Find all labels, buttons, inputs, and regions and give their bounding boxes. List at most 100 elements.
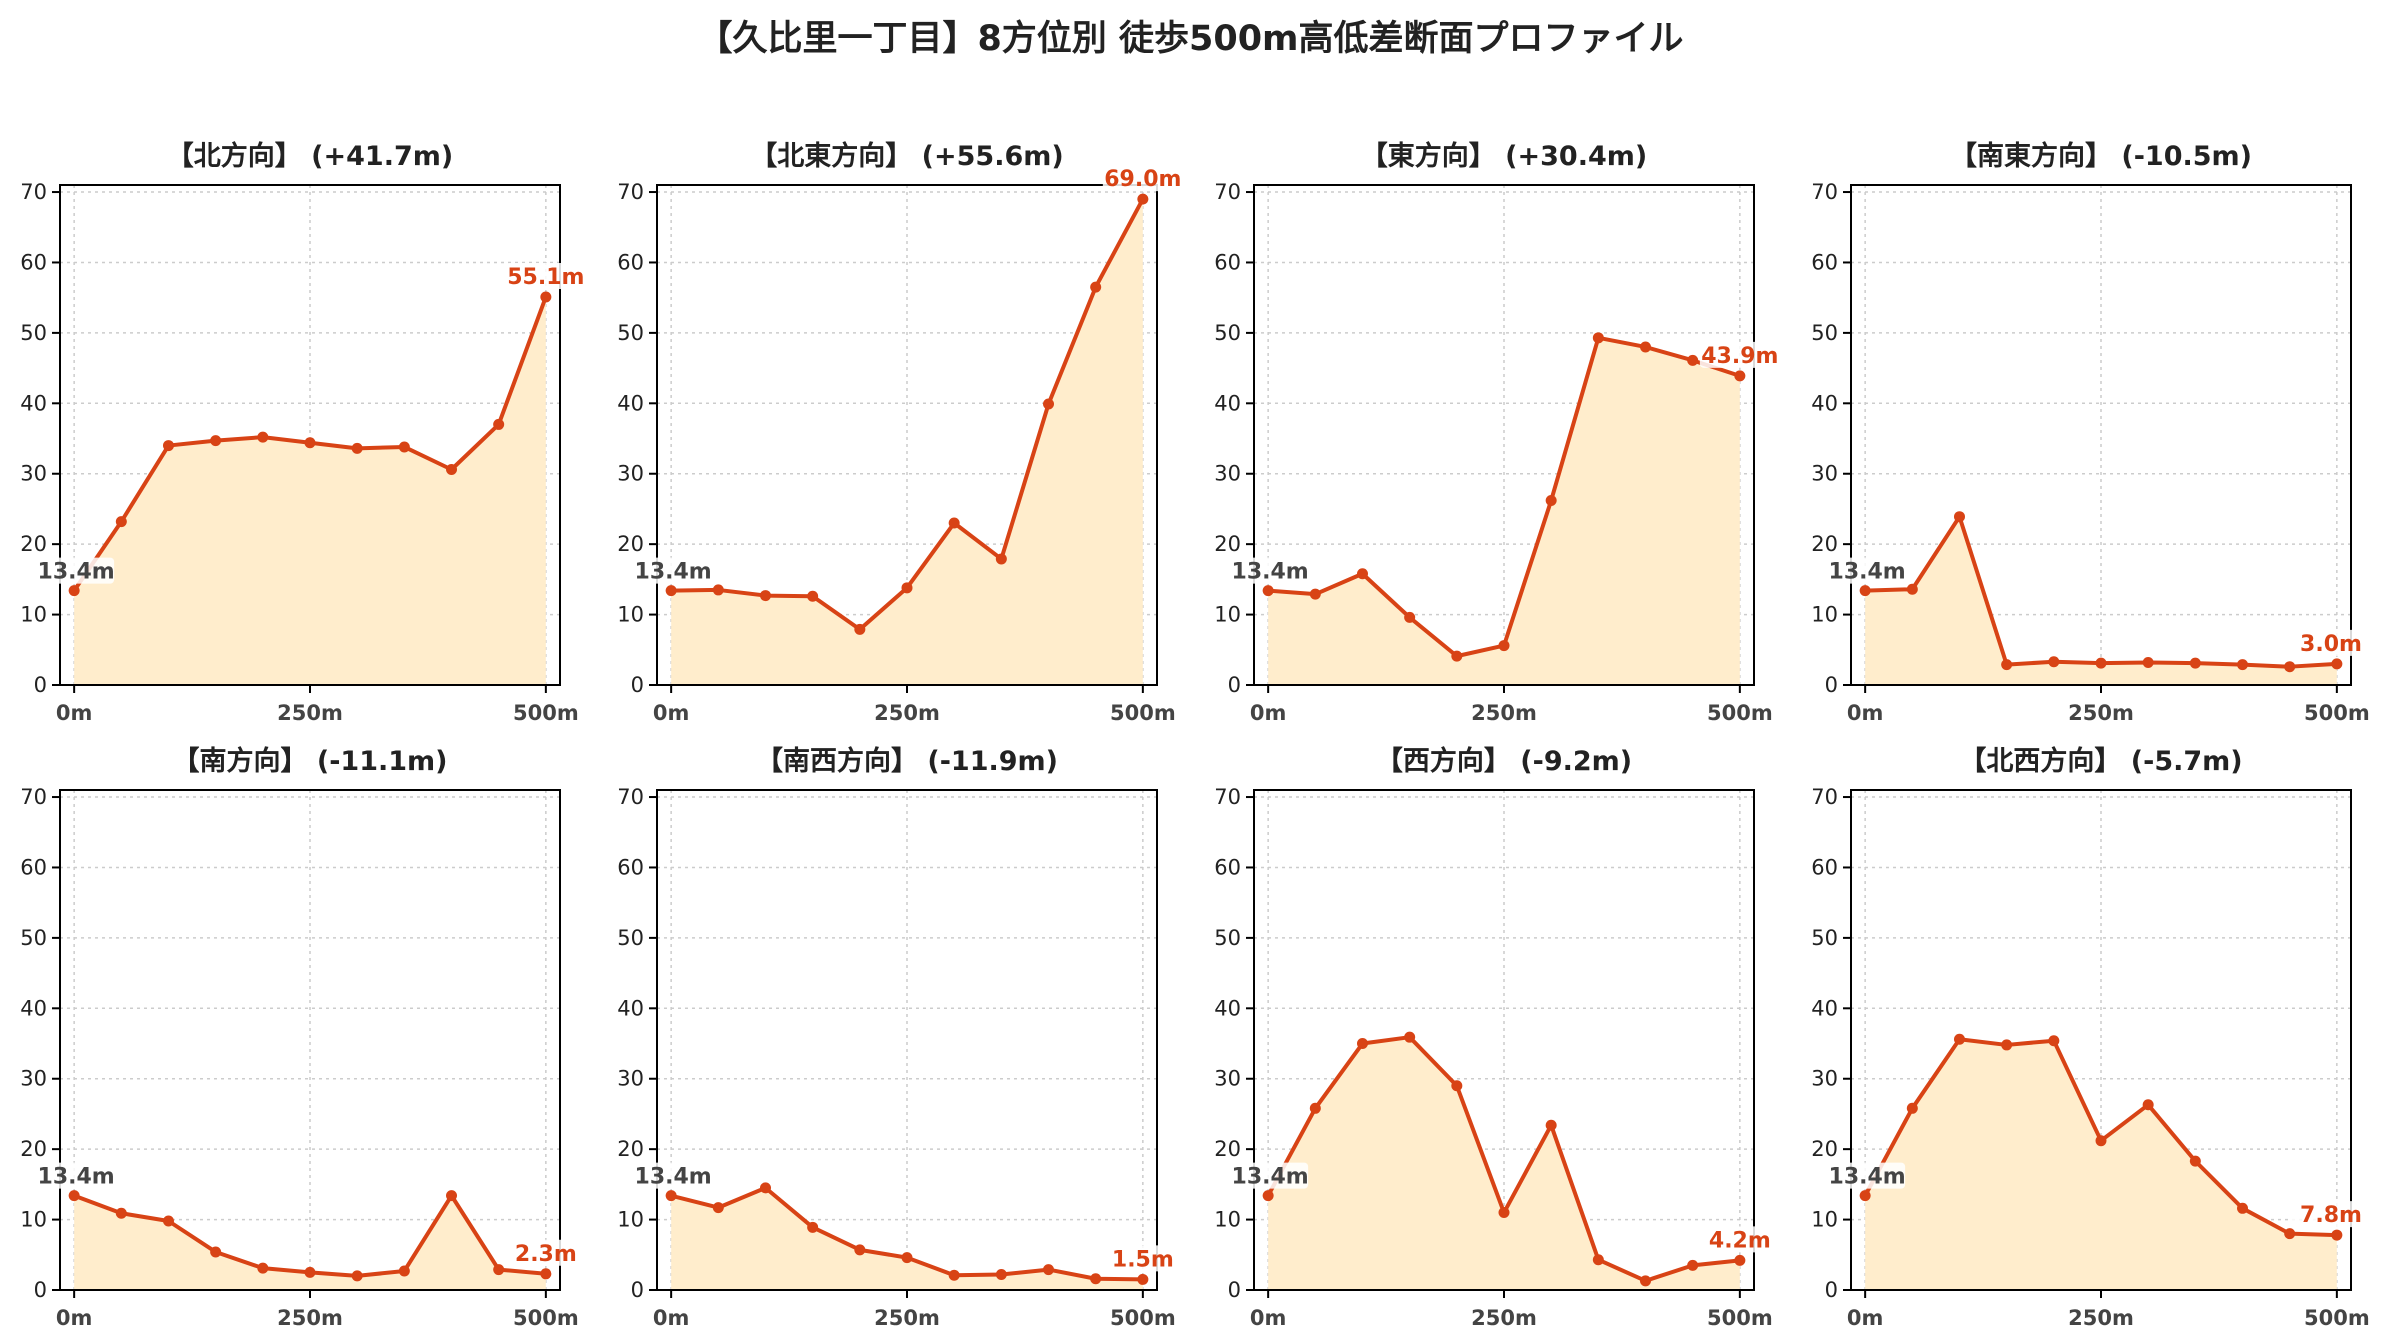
- start-value-label: 13.4m: [1232, 1165, 1309, 1190]
- chart-panel-4: 【南東方向】 (-10.5m) 0 10 20 30 40 50 60 70 0m 250m 500m…: [1811, 140, 2371, 725]
- area-fill: [671, 1187, 1143, 1290]
- y-tick-label: 60: [617, 855, 644, 879]
- y-tick-label: 70: [1214, 180, 1241, 204]
- x-tick-label: 0m: [1847, 1306, 1884, 1330]
- y-tick-label: 40: [617, 996, 644, 1020]
- data-point: [2001, 1039, 2013, 1051]
- area-fill: [1268, 1037, 1740, 1290]
- x-tick-label: 250m: [2068, 701, 2134, 725]
- y-tick-label: 20: [617, 1137, 644, 1161]
- area-fill: [74, 1195, 546, 1290]
- data-point: [901, 582, 913, 594]
- data-point: [68, 1190, 80, 1202]
- y-tick-label: 50: [1811, 926, 1838, 950]
- x-tick-label: 500m: [1707, 701, 1773, 725]
- start-value-label: 13.4m: [1232, 560, 1309, 585]
- data-point: [1859, 585, 1871, 597]
- y-tick-label: 20: [617, 532, 644, 556]
- x-tick-label: 500m: [2304, 1306, 2370, 1330]
- y-tick-label: 60: [20, 250, 47, 274]
- data-point: [1687, 354, 1699, 366]
- start-label-bg: [1232, 1162, 1309, 1189]
- data-point: [257, 431, 269, 443]
- chart-panel-2: 【北東方向】 (+55.6m) 0 10 20 30 40 50 60 70 0m 250m 500m…: [617, 140, 1183, 725]
- y-tick-label: 0: [631, 673, 644, 697]
- y-tick-label: 0: [34, 673, 47, 697]
- end-value-label: 4.2m: [1709, 1228, 1771, 1253]
- end-value-label: 3.0m: [2300, 632, 2362, 657]
- data-point: [540, 1268, 552, 1280]
- data-point: [712, 1202, 724, 1214]
- data-point: [1859, 1190, 1871, 1202]
- chart-panel-1: 【北方向】 (+41.7m) 0 10 20 30 40 50 60 70 0m 250m 500m 1…: [20, 140, 586, 725]
- data-point: [115, 516, 127, 528]
- end-value-label: 43.9m: [1701, 344, 1778, 369]
- data-point: [2284, 661, 2296, 673]
- y-tick-label: 40: [1214, 996, 1241, 1020]
- y-tick-label: 10: [20, 1208, 47, 1232]
- data-point: [2142, 656, 2154, 668]
- data-point: [1734, 1254, 1746, 1266]
- y-tick-label: 10: [1214, 1208, 1241, 1232]
- y-tick-label: 0: [631, 1278, 644, 1302]
- y-tick-label: 30: [1214, 1067, 1241, 1091]
- data-point: [1498, 1207, 1510, 1219]
- data-point: [493, 418, 505, 430]
- area-fill: [1865, 1039, 2337, 1290]
- y-tick-label: 20: [20, 1137, 47, 1161]
- data-point: [2331, 658, 2343, 670]
- y-tick-label: 60: [617, 250, 644, 274]
- y-tick-label: 40: [20, 996, 47, 1020]
- y-tick-label: 60: [20, 855, 47, 879]
- x-tick-label: 250m: [1471, 701, 1537, 725]
- start-value-label: 13.4m: [1829, 1165, 1906, 1190]
- y-tick-label: 10: [1214, 603, 1241, 627]
- x-tick-label: 500m: [2304, 701, 2370, 725]
- y-tick-label: 30: [617, 462, 644, 486]
- chart-main-title: 【久比里一丁目】8方位別 徒歩500m高低差断面プロファイル: [697, 19, 1684, 59]
- chart-panel-6: 【南西方向】 (-11.9m) 0 10 20 30 40 50 60 70 0m 250m 500m…: [617, 745, 1183, 1330]
- data-point: [1498, 640, 1510, 652]
- y-tick-label: 40: [1811, 996, 1838, 1020]
- data-point: [807, 1221, 819, 1233]
- start-label-bg: [1829, 1162, 1906, 1189]
- y-tick-label: 10: [1811, 1208, 1838, 1232]
- panel-title: 【南東方向】 (-10.5m): [1950, 140, 2252, 172]
- data-point: [1309, 1102, 1321, 1114]
- data-point: [948, 1269, 960, 1281]
- panel-title: 【北方向】 (+41.7m): [167, 140, 453, 172]
- x-tick-label: 500m: [1110, 1306, 1176, 1330]
- y-tick-label: 50: [1214, 321, 1241, 345]
- x-tick-label: 500m: [513, 1306, 579, 1330]
- data-point: [759, 1182, 771, 1194]
- x-tick-label: 0m: [56, 1306, 93, 1330]
- data-point: [540, 291, 552, 303]
- y-tick-label: 0: [34, 1278, 47, 1302]
- end-label-bg: [505, 1239, 586, 1266]
- data-point: [1451, 650, 1463, 662]
- y-tick-label: 40: [617, 391, 644, 415]
- start-label-bg: [38, 1162, 115, 1189]
- end-label-bg: [505, 262, 586, 289]
- data-point: [854, 623, 866, 635]
- y-tick-label: 40: [20, 391, 47, 415]
- chart-panel-8: 【北西方向】 (-5.7m) 0 10 20 30 40 50 60 70 0m 250m 500m 1…: [1811, 745, 2371, 1330]
- data-point: [2189, 1155, 2201, 1167]
- y-tick-label: 0: [1825, 1278, 1838, 1302]
- chart-panel-3: 【東方向】 (+30.4m) 0 10 20 30 40 50 60 70 0m 250m 500m 1…: [1214, 140, 1780, 725]
- y-tick-label: 30: [20, 462, 47, 486]
- start-value-label: 13.4m: [38, 1165, 115, 1190]
- end-value-label: 2.3m: [515, 1242, 577, 1267]
- data-point: [1137, 193, 1149, 205]
- x-tick-label: 250m: [2068, 1306, 2134, 1330]
- data-point: [2142, 1099, 2154, 1111]
- data-point: [1262, 585, 1274, 597]
- data-point: [446, 464, 458, 476]
- y-tick-label: 30: [617, 1067, 644, 1091]
- y-tick-label: 50: [617, 926, 644, 950]
- data-point: [759, 590, 771, 602]
- start-label-bg: [635, 557, 712, 584]
- y-tick-label: 0: [1228, 673, 1241, 697]
- y-tick-label: 10: [617, 1208, 644, 1232]
